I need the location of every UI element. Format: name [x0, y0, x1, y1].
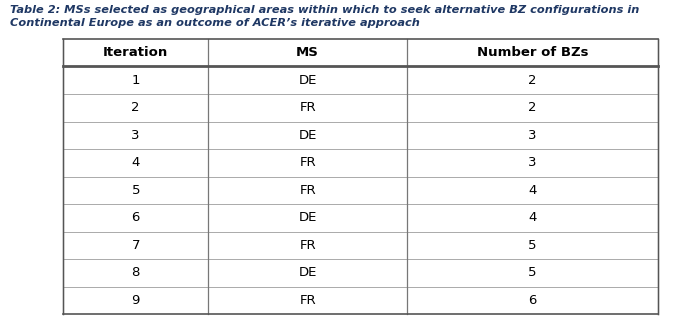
Text: 9: 9: [132, 294, 140, 307]
Text: Number of BZs: Number of BZs: [477, 46, 588, 59]
Text: FR: FR: [300, 101, 316, 114]
Text: DE: DE: [298, 266, 317, 280]
Text: 7: 7: [132, 239, 140, 252]
Text: 6: 6: [132, 211, 140, 225]
Text: FR: FR: [300, 294, 316, 307]
Text: MS: MS: [296, 46, 319, 59]
Text: 2: 2: [528, 74, 537, 87]
Text: FR: FR: [300, 156, 316, 169]
Text: 3: 3: [132, 129, 140, 142]
Text: 6: 6: [528, 294, 537, 307]
Text: FR: FR: [300, 239, 316, 252]
Text: 1: 1: [132, 74, 140, 87]
Text: 4: 4: [528, 184, 537, 197]
Text: 4: 4: [132, 156, 140, 169]
Text: DE: DE: [298, 211, 317, 225]
Text: DE: DE: [298, 129, 317, 142]
Text: 3: 3: [528, 156, 537, 169]
Text: Table 2: MSs selected as geographical areas within which to seek alternative BZ : Table 2: MSs selected as geographical ar…: [10, 5, 640, 28]
Text: 2: 2: [528, 101, 537, 114]
Text: 5: 5: [528, 239, 537, 252]
Text: DE: DE: [298, 74, 317, 87]
Text: FR: FR: [300, 184, 316, 197]
Text: 3: 3: [528, 129, 537, 142]
Text: 4: 4: [528, 211, 537, 225]
Text: 5: 5: [132, 184, 140, 197]
Text: 2: 2: [132, 101, 140, 114]
Text: 8: 8: [132, 266, 140, 280]
Text: Iteration: Iteration: [103, 46, 168, 59]
Text: 5: 5: [528, 266, 537, 280]
